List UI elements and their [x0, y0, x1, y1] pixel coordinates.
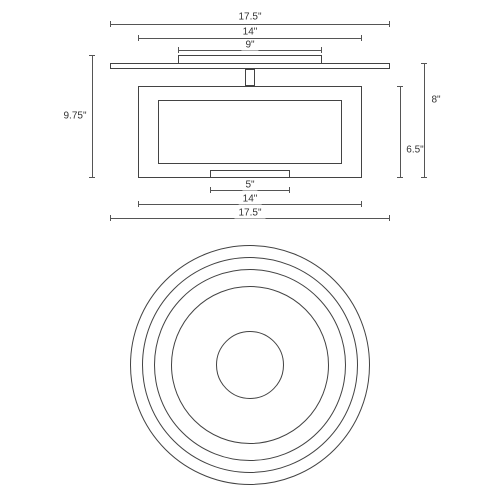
tick	[110, 215, 111, 221]
dim-right-8	[424, 63, 425, 178]
elev-stem	[245, 69, 255, 86]
tick	[89, 55, 95, 56]
dim-label: 8"	[431, 95, 440, 106]
tick	[421, 63, 427, 64]
dim-label: 14"	[239, 27, 262, 38]
dim-label: 5"	[242, 180, 257, 191]
dim-label: 17.5"	[234, 12, 265, 23]
tick	[361, 35, 362, 41]
elev-canopy	[178, 55, 322, 64]
dim-label: 17.5"	[234, 208, 265, 219]
dim-right-6-5	[400, 86, 401, 178]
dim-label: 6.5"	[406, 145, 423, 156]
tick	[389, 215, 390, 221]
dim-label: 9"	[241, 40, 258, 51]
plan-ring-center	[216, 331, 284, 399]
dim-label: 9.75"	[63, 111, 86, 122]
elev-bottom-slot	[210, 170, 290, 178]
elev-inner-shade	[158, 100, 342, 164]
tick	[397, 177, 403, 178]
tick	[138, 35, 139, 41]
tick	[321, 47, 322, 53]
dim-label: 14"	[239, 194, 262, 205]
tick	[421, 177, 427, 178]
dim-left-9-75	[92, 55, 93, 178]
tick	[138, 201, 139, 207]
tick	[210, 187, 211, 193]
tick	[110, 21, 111, 27]
tick	[389, 21, 390, 27]
tick	[178, 47, 179, 53]
diagram-root: { "type": "engineering-dimension-drawing…	[0, 0, 500, 500]
tick	[289, 187, 290, 193]
tick	[89, 177, 95, 178]
dim-top-17-5	[110, 24, 390, 25]
tick	[397, 86, 403, 87]
tick	[361, 201, 362, 207]
